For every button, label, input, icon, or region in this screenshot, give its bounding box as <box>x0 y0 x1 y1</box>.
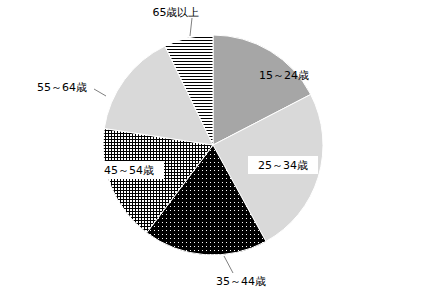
svg-text:45～54歳: 45～54歳 <box>104 164 154 177</box>
svg-text:15～24歳: 15～24歳 <box>259 69 309 82</box>
svg-text:65歳以上: 65歳以上 <box>153 6 200 19</box>
svg-text:25～34歳: 25～34歳 <box>258 159 308 172</box>
svg-text:35～44歳: 35～44歳 <box>216 275 266 288</box>
svg-text:55～64歳: 55～64歳 <box>37 81 87 94</box>
